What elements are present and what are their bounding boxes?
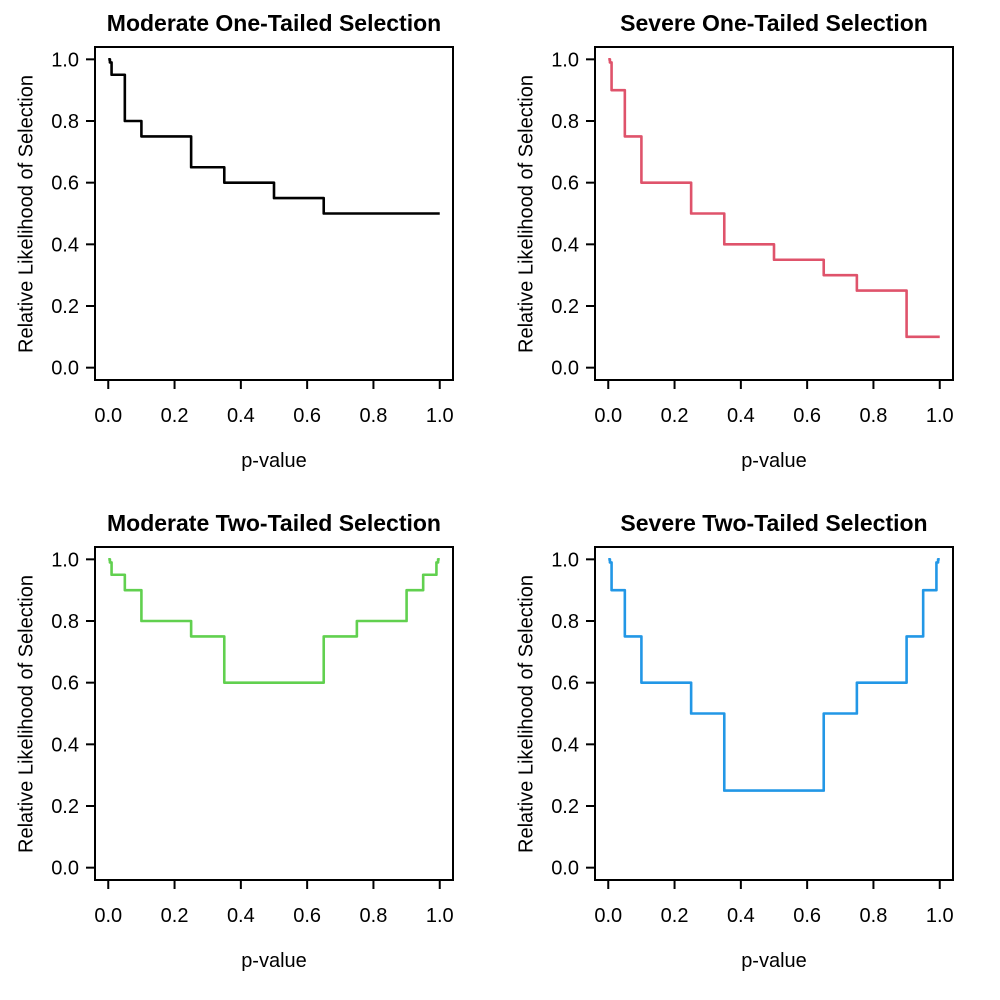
x-axis-label: p-value	[741, 450, 807, 472]
x-tick-label: 0.0	[94, 905, 122, 927]
plot-box	[594, 46, 954, 381]
x-tick-label: 0.6	[793, 905, 821, 927]
step-line	[108, 58, 440, 215]
x-tick-label: 0.2	[161, 905, 189, 927]
y-tick-label: 0.2	[51, 296, 79, 318]
x-tick-label: 0.0	[94, 405, 122, 427]
y-tick-label: 1.0	[51, 49, 79, 71]
plot-area-moderate-one-tailed: 0.0 0.2 0.4 0.6 0.8 1.0 0.0 0.2 0.4 0.6 0.8 1.0	[51, 46, 454, 427]
y-tick-label: 0.0	[51, 858, 79, 880]
y-tick-label: 0.2	[551, 296, 579, 318]
y-tick-label: 0.8	[551, 611, 579, 633]
plot-box	[94, 46, 454, 381]
y-tick-label: 0.8	[51, 611, 79, 633]
y-tick-label: 0.6	[51, 173, 79, 195]
y-tick-label: 0.2	[51, 796, 79, 818]
x-axis-label: p-value	[241, 950, 307, 972]
panel-severe-one-tailed: 0.0 0.2 0.4 0.6 0.8 1.0 0.0 0.2 0.4 0.6 0.8 1.0 Sev…	[500, 0, 1000, 500]
x-axis-label: p-value	[241, 450, 307, 472]
x-tick-label: 0.4	[727, 405, 755, 427]
x-tick-label: 1.0	[426, 405, 454, 427]
plot-area-moderate-two-tailed: 0.0 0.2 0.4 0.6 0.8 1.0 0.0 0.2 0.4 0.6 0.8 1.0	[51, 546, 454, 927]
panel-title: Moderate One-Tailed Selection	[106, 10, 442, 36]
panel-title: Severe Two-Tailed Selection	[620, 510, 928, 536]
x-tick-label: 0.4	[727, 905, 755, 927]
y-tick-label: 0.6	[551, 673, 579, 695]
step-line	[608, 558, 940, 792]
plot-area-severe-one-tailed: 0.0 0.2 0.4 0.6 0.8 1.0 0.0 0.2 0.4 0.6 0.8 1.0	[551, 46, 954, 427]
x-tick-label: 0.6	[793, 405, 821, 427]
plot-box	[94, 546, 454, 881]
x-axis-label: p-value	[741, 950, 807, 972]
y-axis-label: Relative Likelihood of Selection	[515, 75, 538, 353]
y-tick-label: 0.4	[551, 234, 579, 256]
y-tick-label: 0.4	[51, 234, 79, 256]
x-tick-label: 1.0	[426, 905, 454, 927]
panel-title: Moderate Two-Tailed Selection	[107, 510, 441, 536]
y-tick-label: 0.0	[551, 858, 579, 880]
y-axis-label: Relative Likelihood of Selection	[15, 75, 38, 353]
y-axis-label: Relative Likelihood of Selection	[515, 575, 538, 853]
y-tick-label: 1.0	[551, 49, 579, 71]
x-tick-label: 0.6	[293, 905, 321, 927]
x-tick-label: 0.4	[227, 905, 255, 927]
y-tick-label: 0.6	[551, 173, 579, 195]
step-line	[608, 58, 940, 339]
x-tick-label: 0.4	[227, 405, 255, 427]
y-tick-label: 0.2	[551, 796, 579, 818]
x-tick-label: 0.8	[360, 905, 388, 927]
x-tick-label: 0.8	[360, 405, 388, 427]
x-tick-label: 0.2	[661, 405, 689, 427]
y-tick-label: 1.0	[51, 549, 79, 571]
y-tick-label: 0.4	[551, 734, 579, 756]
x-tick-label: 0.6	[293, 405, 321, 427]
y-tick-label: 0.8	[51, 111, 79, 133]
y-tick-label: 0.0	[551, 358, 579, 380]
y-tick-label: 0.4	[51, 734, 79, 756]
y-tick-label: 0.0	[51, 358, 79, 380]
panel-moderate-one-tailed: 0.0 0.2 0.4 0.6 0.8 1.0 0.0 0.2 0.4 0.6 0.8 1.0 Mod…	[0, 0, 500, 500]
y-tick-label: 0.6	[51, 673, 79, 695]
y-tick-label: 1.0	[551, 549, 579, 571]
x-tick-label: 0.8	[860, 405, 888, 427]
x-tick-label: 0.2	[161, 405, 189, 427]
y-axis-label: Relative Likelihood of Selection	[15, 575, 38, 853]
x-tick-label: 1.0	[926, 905, 954, 927]
x-tick-label: 0.2	[661, 905, 689, 927]
x-tick-label: 0.0	[594, 405, 622, 427]
x-tick-label: 0.8	[860, 905, 888, 927]
x-tick-label: 0.0	[594, 905, 622, 927]
x-tick-label: 1.0	[926, 405, 954, 427]
panel-title: Severe One-Tailed Selection	[620, 10, 928, 36]
panel-severe-two-tailed: 0.0 0.2 0.4 0.6 0.8 1.0 0.0 0.2 0.4 0.6 0.8 1.0 Sev…	[500, 500, 1000, 1000]
plot-box	[594, 546, 954, 881]
panel-moderate-two-tailed: 0.0 0.2 0.4 0.6 0.8 1.0 0.0 0.2 0.4 0.6 0.8 1.0 Mod…	[0, 500, 500, 1000]
y-tick-label: 0.8	[551, 111, 579, 133]
step-line	[108, 558, 440, 684]
plot-area-severe-two-tailed: 0.0 0.2 0.4 0.6 0.8 1.0 0.0 0.2 0.4 0.6 0.8 1.0	[551, 546, 954, 927]
